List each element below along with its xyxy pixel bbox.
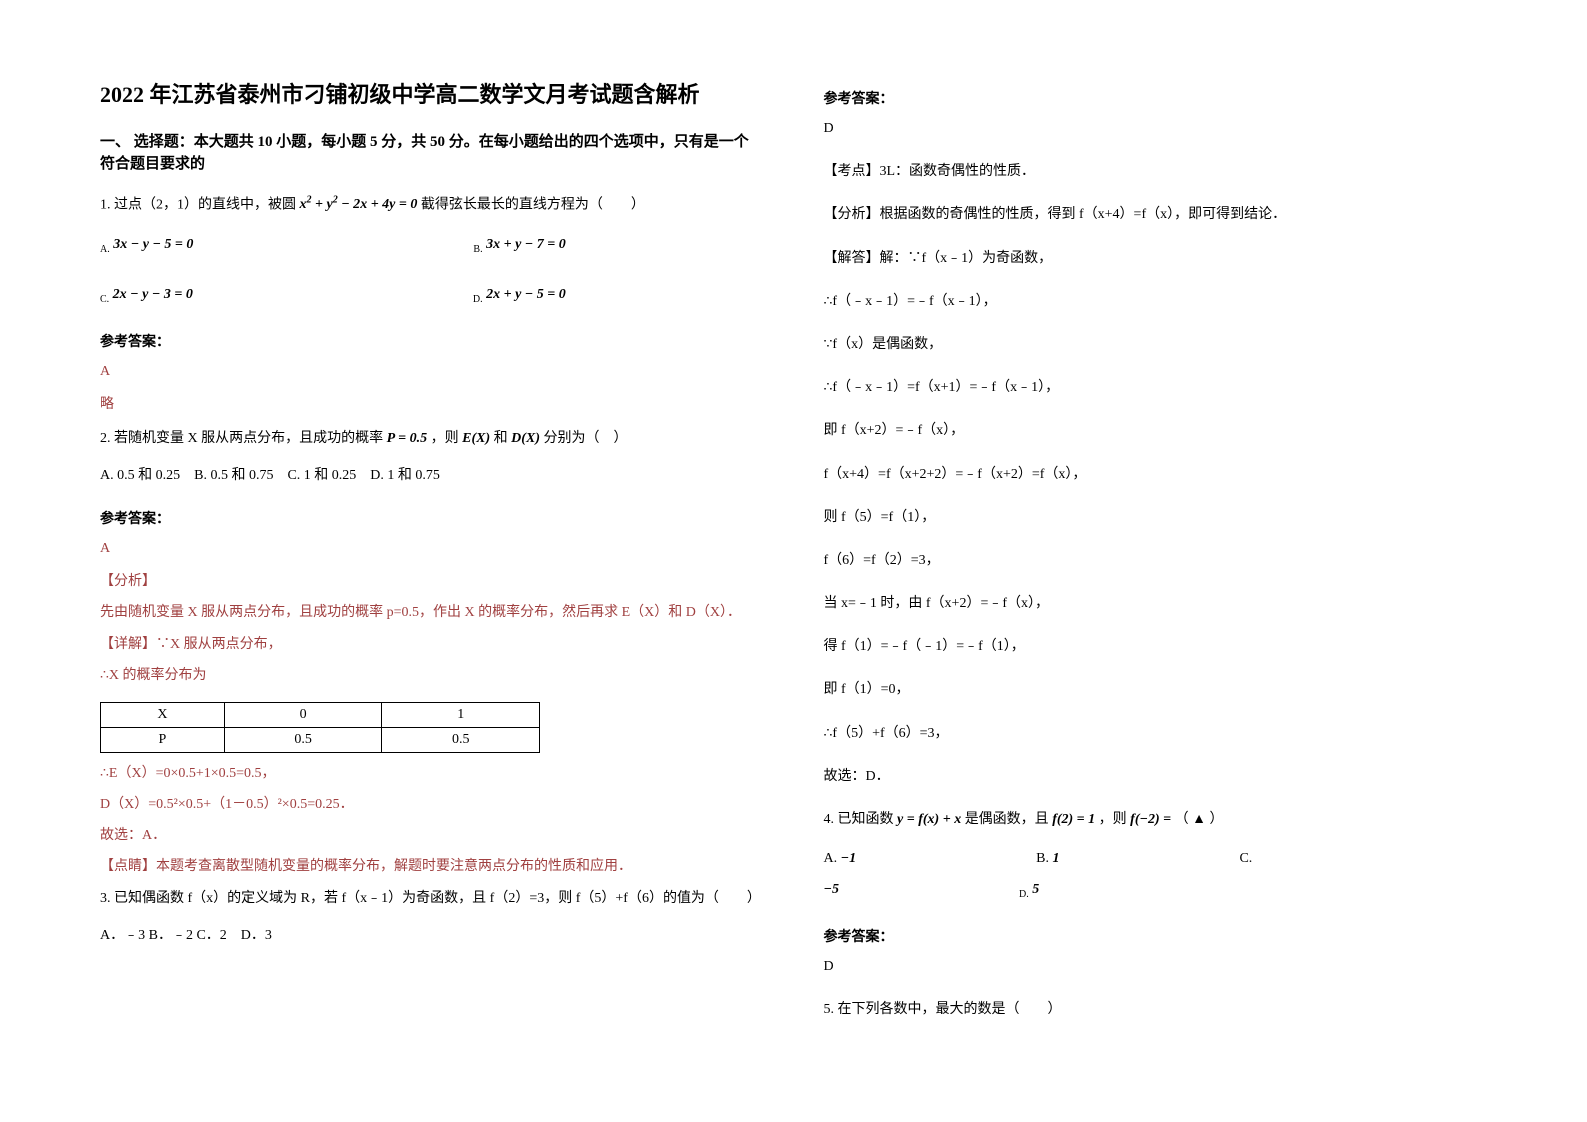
- q4-text: 4. 已知函数: [824, 812, 894, 827]
- q1-formula: x2 + y2 − 2x + 4y = 0: [300, 197, 421, 212]
- table-h2: 0: [224, 702, 382, 727]
- question-4: 4. 已知函数 y = f(x) + x 是偶函数，且 f(2) = 1 ，则 …: [824, 807, 1488, 832]
- q1-answer: A: [100, 359, 764, 384]
- q4-options: A. −1 B. 1 C. −5 D. 5: [824, 844, 1488, 906]
- question-3: 3. 已知偶函数 f（x）的定义域为 R，若 f（x﹣1）为奇函数，且 f（2）…: [100, 886, 764, 911]
- table-r1: P: [101, 727, 225, 752]
- q1-options: A. 3x − y − 5 = 0 B. 3x + y − 7 = 0 C. 2…: [100, 230, 764, 312]
- q4-formula1: y = f(x) + x: [897, 812, 965, 827]
- q1-optC-label: C.: [100, 294, 109, 305]
- q3-answer: D: [824, 116, 1488, 141]
- q2-formula2: E(X): [462, 431, 490, 446]
- question-2: 2. 若随机变量 X 服从两点分布，且成功的概率 P = 0.5 ，则 E(X)…: [100, 426, 764, 451]
- q4-answer: D: [824, 954, 1488, 979]
- section-header: 一、 选择题：本大题共 10 小题，每小题 5 分，共 50 分。在每小题给出的…: [100, 131, 764, 176]
- q3-answer-label: 参考答案：: [824, 88, 1488, 108]
- q1-optB: 3x + y − 7 = 0: [486, 237, 566, 252]
- q3-step1: ∴f（﹣x﹣1）=﹣f（x﹣1），: [824, 289, 1488, 314]
- q2-options: A. 0.5 和 0.25 B. 0.5 和 0.75 C. 1 和 0.25 …: [100, 463, 764, 488]
- q3-step6: 则 f（5）=f（1），: [824, 505, 1488, 530]
- q2-answer-label: 参考答案：: [100, 508, 764, 528]
- q4-formula3: f(−2) =: [1130, 812, 1174, 827]
- q2-formula1: P = 0.5: [387, 431, 428, 446]
- q2-conclusion: 故选：A．: [100, 823, 764, 848]
- q2-text: 2. 若随机变量 X 服从两点分布，且成功的概率: [100, 431, 383, 446]
- q1-optA-label: A.: [100, 243, 110, 254]
- q2-analysis-label: 【分析】: [100, 569, 764, 594]
- q4-optD-label: D.: [1019, 889, 1029, 900]
- q3-kaodian: 【考点】3L：函数奇偶性的性质．: [824, 159, 1488, 184]
- q3-fenxi: 【分析】根据函数的奇偶性的性质，得到 f（x+4）=f（x），即可得到结论．: [824, 202, 1488, 227]
- q3-step9: 得 f（1）=﹣f（﹣1）=﹣f（1），: [824, 634, 1488, 659]
- table-h3: 1: [382, 702, 540, 727]
- q2-analysis1: 先由随机变量 X 服从两点分布，且成功的概率 p=0.5，作出 X 的概率分布，…: [100, 600, 764, 625]
- q2-formula3: D(X): [511, 431, 540, 446]
- q4-optD: 5: [1032, 882, 1039, 897]
- right-column: 参考答案： D 【考点】3L：函数奇偶性的性质． 【分析】根据函数的奇偶性的性质…: [824, 80, 1488, 1042]
- q4-formula2: f(2) = 1: [1052, 812, 1095, 827]
- q3-step7: f（6）=f（2）=3，: [824, 548, 1488, 573]
- q3-step3: ∴f（﹣x﹣1）=f（x+1）=﹣f（x﹣1），: [824, 375, 1488, 400]
- q2-answer: A: [100, 536, 764, 561]
- q4-text3: ，则: [1099, 812, 1127, 827]
- q1-optA: 3x − y − 5 = 0: [113, 237, 193, 252]
- q1-optC: 2x − y − 3 = 0: [113, 287, 193, 302]
- table-h1: X: [101, 702, 225, 727]
- q2-text4: 分别为（ ）: [543, 431, 627, 446]
- question-5: 5. 在下列各数中，最大的数是（ ）: [824, 997, 1488, 1022]
- q1-text: 1. 过点（2，1）的直线中，被圆: [100, 197, 296, 212]
- document-title: 2022 年江苏省泰州市刁铺初级中学高二数学文月考试题含解析: [100, 80, 764, 111]
- q4-optB: 1: [1052, 851, 1059, 866]
- q3-step10: 即 f（1）=0，: [824, 677, 1488, 702]
- table-r2: 0.5: [224, 727, 382, 752]
- probability-table: X 0 1 P 0.5 0.5: [100, 702, 540, 753]
- q1-answer-label: 参考答案：: [100, 331, 764, 351]
- q1-brief: 略: [100, 392, 764, 417]
- q1-optB-label: B.: [473, 243, 482, 254]
- left-column: 2022 年江苏省泰州市刁铺初级中学高二数学文月考试题含解析 一、 选择题：本大…: [100, 80, 764, 1042]
- q3-step12: 故选：D．: [824, 764, 1488, 789]
- q2-text2: ，则: [431, 431, 459, 446]
- q3-step2: ∵f（x）是偶函数，: [824, 332, 1488, 357]
- q3-jieda: 【解答】解：∵f（x﹣1）为奇函数，: [824, 246, 1488, 271]
- q2-text3: 和: [494, 431, 508, 446]
- table-r3: 0.5: [382, 727, 540, 752]
- q4-optC-label: C.: [1239, 851, 1252, 866]
- q1-optD-label: D.: [473, 294, 483, 305]
- q3-step5: f（x+4）=f（x+2+2）=﹣f（x+2）=f（x），: [824, 462, 1488, 487]
- q4-text2: 是偶函数，且: [965, 812, 1049, 827]
- q2-calc2: D（X）=0.5²×0.5+（1－0.5）²×0.5=0.25．: [100, 792, 764, 817]
- q4-optC: −5: [824, 882, 839, 897]
- q4-answer-label: 参考答案：: [824, 926, 1488, 946]
- q4-text4: （ ▲ ）: [1175, 812, 1224, 827]
- q3-step4: 即 f（x+2）=﹣f（x），: [824, 418, 1488, 443]
- q1-text2: 截得弦长最长的直线方程为（ ）: [421, 197, 645, 212]
- q3-step8: 当 x=﹣1 时，由 f（x+2）=﹣f（x），: [824, 591, 1488, 616]
- q2-calc1: ∴E（X）=0×0.5+1×0.5=0.5，: [100, 761, 764, 786]
- q2-detail2: ∴X 的概率分布为: [100, 663, 764, 688]
- q2-tip: 【点睛】本题考查离散型随机变量的概率分布，解题时要注意两点分布的性质和应用．: [100, 854, 764, 879]
- q4-optB-label: B.: [1036, 851, 1049, 866]
- question-1: 1. 过点（2，1）的直线中，被圆 x2 + y2 − 2x + 4y = 0 …: [100, 192, 764, 218]
- q4-optA-label: A.: [824, 851, 838, 866]
- q2-detail-label: 【详解】∵X 服从两点分布，: [100, 632, 764, 657]
- q4-optA: −1: [841, 851, 856, 866]
- q1-optD: 2x + y − 5 = 0: [486, 287, 566, 302]
- q3-options: A．﹣3 B．﹣2 C．2 D．3: [100, 923, 764, 948]
- q3-step11: ∴f（5）+f（6）=3，: [824, 721, 1488, 746]
